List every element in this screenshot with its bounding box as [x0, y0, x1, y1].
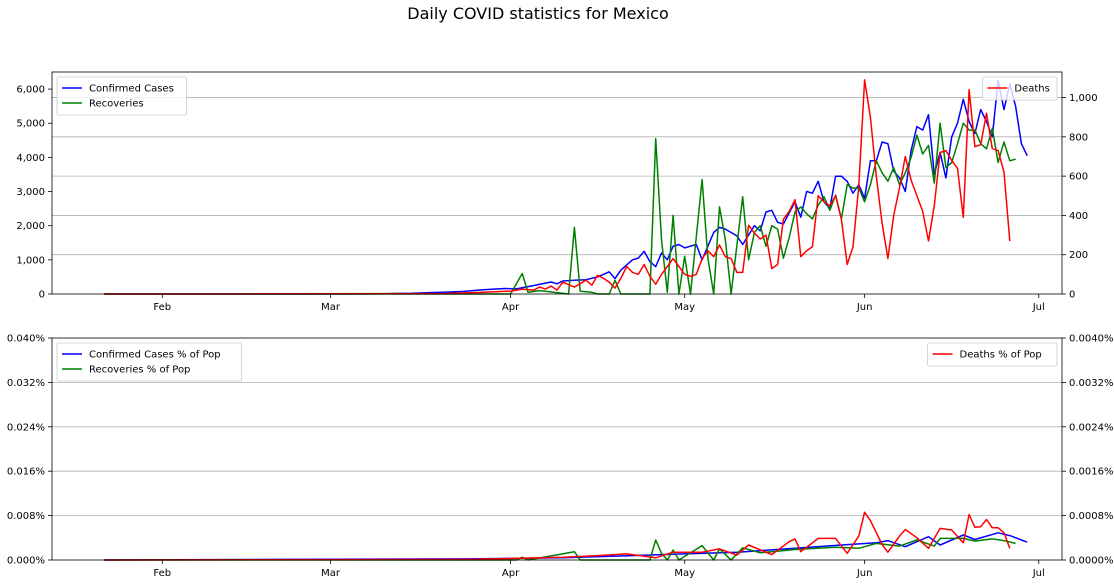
x-tick-label: May	[674, 302, 695, 313]
y-tick-label-left: 2,000	[16, 221, 45, 232]
legend-box	[56, 76, 187, 116]
y-tick-label-right: 800	[1069, 132, 1088, 143]
series-line-confirmed-cases	[104, 79, 1028, 295]
legend-label-recoveries-of-pop: Recoveries % of Pop	[89, 365, 190, 376]
x-tick-label: Mar	[321, 302, 341, 313]
series-line-deaths-of-pop	[104, 511, 1011, 561]
series-line-recoveries	[104, 122, 1016, 295]
y-tick-label-right: 1,000	[1069, 93, 1098, 104]
y-tick-label-right: 600	[1069, 172, 1088, 183]
series-line-deaths	[104, 79, 1011, 295]
y-tick-label-right: 0.0032%	[1069, 378, 1114, 389]
y-tick-label-right: 0.0008%	[1069, 511, 1114, 522]
y-tick-label-right: 0.0000%	[1069, 556, 1114, 567]
y-tick-label-left: 0.016%	[7, 467, 45, 478]
y-tick-label-left: 0.024%	[7, 422, 45, 433]
legend-label-deaths: Deaths	[1014, 84, 1049, 95]
x-tick-label: Jul	[1032, 568, 1045, 579]
y-tick-label-left: 5,000	[16, 119, 45, 130]
legend-right: Deaths % of Pop	[927, 342, 1058, 367]
y-tick-label-right: 0.0024%	[1069, 422, 1114, 433]
legend-label-recoveries: Recoveries	[89, 99, 144, 110]
legend-label-deaths-of-pop: Deaths % of Pop	[960, 350, 1042, 361]
y-tick-label-right: 0.0040%	[1069, 334, 1114, 345]
legend-label-confirmed-cases-of-pop: Confirmed Cases % of Pop	[89, 350, 221, 361]
y-tick-label-left: 0.000%	[7, 556, 45, 567]
y-tick-label-left: 4,000	[16, 153, 45, 164]
x-tick-label: Jun	[856, 568, 873, 579]
x-tick-label: Mar	[321, 568, 341, 579]
x-tick-label: May	[674, 568, 695, 579]
legend-right: Deaths	[982, 76, 1058, 101]
legend-box	[927, 342, 1058, 367]
x-tick-label: Feb	[153, 302, 171, 313]
x-tick-label: Feb	[153, 568, 171, 579]
x-tick-label: Apr	[502, 568, 520, 579]
y-tick-label-left: 3,000	[16, 187, 45, 198]
y-tick-label-right: 200	[1069, 250, 1088, 261]
y-tick-label-right: 0.0016%	[1069, 467, 1114, 478]
legend-box	[982, 76, 1058, 101]
y-tick-label-left: 1,000	[16, 255, 45, 266]
figure-title: Daily COVID statistics for Mexico	[407, 4, 668, 23]
series-line-confirmed-cases-of-pop	[104, 532, 1028, 561]
bottom-panel: 0.000% 0.008% 0.016% 0.024% 0.032% 0.040% 0.00…	[7, 334, 1114, 580]
y-tick-label-right: 0	[1069, 290, 1075, 301]
y-tick-label-left: 0	[39, 290, 45, 301]
y-tick-label-left: 0.008%	[7, 511, 45, 522]
legend-label-confirmed-cases: Confirmed Cases	[89, 84, 174, 95]
y-tick-label-left: 6,000	[16, 85, 45, 96]
legend-left: Confirmed Cases Recoveries	[56, 76, 187, 116]
plot-frame	[51, 337, 1063, 561]
y-tick-label-right: 400	[1069, 211, 1088, 222]
x-tick-label: Jun	[856, 302, 873, 313]
x-tick-label: Apr	[502, 302, 520, 313]
legend-left: Confirmed Cases % of Pop Recoveries % of …	[56, 342, 242, 382]
legend-box	[56, 342, 242, 382]
y-tick-label-left: 0.040%	[7, 334, 45, 345]
y-tick-label-left: 0.032%	[7, 378, 45, 389]
x-tick-label: Jul	[1032, 302, 1045, 313]
top-panel: 0 1,000 2,000 3,000 4,000 5,000 6,000 0 200 400 60…	[16, 71, 1098, 313]
plot-frame	[51, 71, 1063, 295]
